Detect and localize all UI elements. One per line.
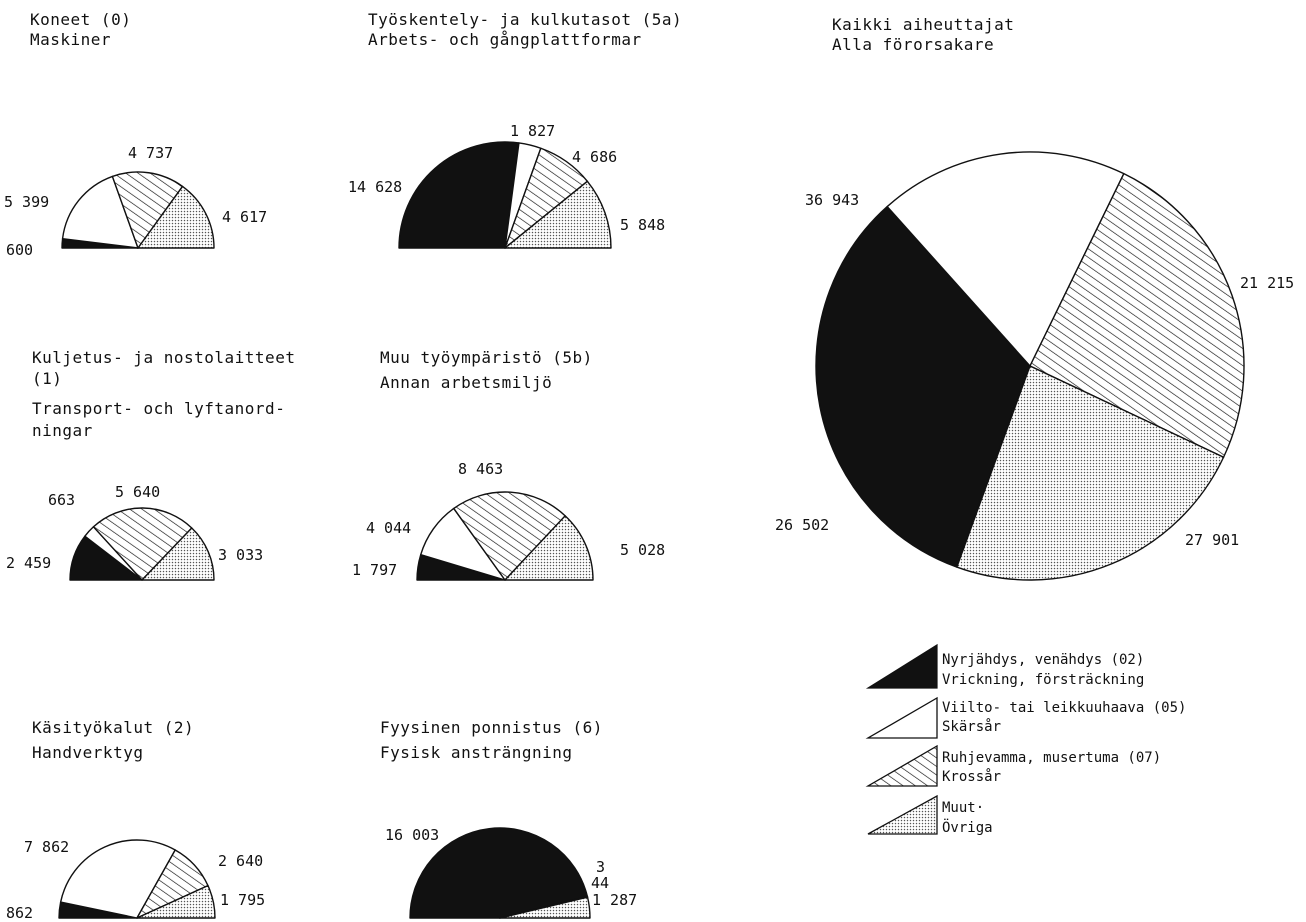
value-label-crush: 4 686 — [572, 148, 617, 166]
chart-title-line: Transport- och lyftanord- — [32, 399, 285, 418]
chart-title-line: Käsityökalut (2) — [32, 718, 194, 737]
value-label-other: 1 287 — [592, 891, 637, 909]
chart-kasityokalut-title: Käsityökalut (2) Handverktyg — [32, 718, 194, 762]
legend-line: Skärsår — [942, 718, 1001, 735]
legend-item-sprain: Nyrjähdys, venähdys (02) Vrickning, förs… — [865, 643, 1144, 689]
value-label-crush: 5 640 — [115, 483, 160, 501]
value-label-other: 4 617 — [222, 208, 267, 226]
chart-koneet-value-labels: 600 5 399 4 737 4 617 — [4, 144, 267, 259]
value-label-crush: 4 737 — [128, 144, 173, 162]
value-label-cut: 3 — [596, 858, 605, 876]
chart-2-slice-cut — [886, 151, 1125, 367]
legend-line: Nyrjähdys, venähdys (02) — [942, 652, 1144, 668]
value-label-cut: 4 044 — [366, 519, 411, 537]
chart-koneet-title: Koneet (0) Maskiner — [30, 10, 131, 49]
value-label-cut: 21 215 — [1240, 274, 1294, 292]
value-label-cut: 7 862 — [24, 838, 69, 856]
value-label-crush: 27 901 — [1185, 531, 1239, 549]
pie-slices-layer — [58, 141, 1245, 919]
value-label-other: 3 033 — [218, 546, 263, 564]
chart-kaikki-title: Kaikki aiheuttajat Alla förorsakare — [832, 15, 1014, 54]
value-label-crush: 8 463 — [458, 460, 503, 478]
chart-1-slice-other — [504, 180, 612, 249]
chart-2-slice-crush — [1029, 172, 1245, 458]
legend-line: Ruhjevamma, musertuma (07) — [942, 750, 1161, 766]
chart-tyoskentely-value-labels: 14 628 1 827 4 686 5 848 — [348, 122, 665, 234]
chart-title-line: Annan arbetsmiljö — [380, 373, 552, 392]
chart-title-line: Kaikki aiheuttajat — [832, 15, 1014, 34]
chart-title-line: Fyysinen ponnistus (6) — [380, 718, 603, 737]
value-label-sprain: 862 — [6, 904, 33, 922]
legend-line: Viilto- tai leikkuuhaava (05) — [942, 700, 1186, 716]
chart-fyysinen-title: Fyysinen ponnistus (6) Fysisk ansträngni… — [380, 718, 603, 762]
legend-swatch-black — [865, 643, 938, 689]
chart-4-slice-crush — [453, 491, 566, 581]
chart-2-slice-other — [956, 365, 1225, 581]
chart-2-slice-sprain — [815, 205, 1031, 568]
legend-line: Krossår — [942, 768, 1001, 785]
chart-5-slice-cut — [59, 839, 176, 919]
legend-item-crush: Ruhjevamma, musertuma (07) Krossår — [865, 744, 1161, 787]
chart-6-slice-sprain — [409, 827, 589, 919]
value-label-other: 1 795 — [220, 891, 265, 909]
value-label-sprain: 36 943 — [805, 191, 859, 209]
chart-title-line: Koneet (0) — [30, 10, 131, 29]
chart-kasityokalut-value-labels: 862 7 862 2 640 1 795 — [6, 838, 265, 922]
legend-line: Vrickning, försträckning — [942, 672, 1144, 688]
chart-title-line: Alla förorsakare — [832, 35, 994, 54]
chart-title-line: Työskentely- ja kulkutasot (5a) — [368, 10, 682, 29]
legend-item-other: Muut· Övriga — [867, 794, 993, 836]
chart-1-slice-sprain — [398, 141, 520, 249]
chart-0-slice-other — [137, 185, 215, 249]
legend-item-cut: Viilto- tai leikkuuhaava (05) Skärsår — [865, 696, 1186, 739]
value-label-other: 26 502 — [775, 516, 829, 534]
legend-line: Övriga — [942, 818, 993, 836]
legend-swatch-white — [865, 696, 938, 739]
chart-3-slice-crush — [92, 507, 193, 581]
chart-muu-title: Muu työympäristö (5b) Annan arbetsmiljö — [380, 348, 593, 392]
legend: Nyrjähdys, venähdys (02) Vrickning, förs… — [865, 643, 1186, 836]
chart-title-line: Handverktyg — [32, 743, 143, 762]
chart-kaikki-value-labels: 36 943 21 215 27 901 26 502 — [775, 191, 1294, 549]
chart-3-slice-other — [141, 527, 215, 581]
chart-title-line: Muu työympäristö (5b) — [380, 348, 593, 367]
value-label-cut: 1 827 — [510, 122, 555, 140]
chart-title-line: Arbets- och gångplattformar — [368, 30, 642, 49]
legend-swatch-hatch — [865, 744, 938, 787]
chart-title-line: Kuljetus- ja nostolaitteet — [32, 348, 295, 367]
legend-line: Muut· — [942, 800, 984, 816]
chart-muu-value-labels: 1 797 4 044 8 463 5 028 — [352, 460, 665, 579]
chart-fyysinen-value-labels: 16 003 3 44 1 287 — [385, 826, 637, 909]
value-label-cut: 5 399 — [4, 193, 49, 211]
value-label-other: 5 848 — [620, 216, 665, 234]
value-label-crush: 2 640 — [218, 852, 263, 870]
value-label-sprain: 1 797 — [352, 561, 397, 579]
chart-5-slice-other — [136, 884, 216, 919]
value-label-sprain: 16 003 — [385, 826, 439, 844]
chart-4-slice-other — [504, 515, 594, 581]
legend-swatch-dots — [867, 794, 938, 835]
chart-kuljetus-title: Kuljetus- ja nostolaitteet (1) Transport… — [32, 348, 295, 440]
chart-tyoskentely-title: Työskentely- ja kulkutasot (5a) Arbets- … — [368, 10, 682, 49]
chart-title-line: Fysisk ansträngning — [380, 743, 573, 762]
value-label-sprain: 600 — [6, 241, 33, 259]
chart-0-slice-cut — [61, 175, 139, 249]
chart-title-line: Maskiner — [30, 30, 111, 49]
chart-6-slice-other — [499, 896, 591, 919]
value-label-sprain: 2 459 — [6, 554, 51, 572]
value-label-cut: 663 — [48, 491, 75, 509]
chart-title-line: ningar — [32, 421, 93, 440]
chart-title-line: (1) — [32, 369, 62, 388]
value-label-other: 5 028 — [620, 541, 665, 559]
chart-0-slice-crush — [111, 171, 184, 249]
value-label-sprain: 14 628 — [348, 178, 402, 196]
value-label-crush: 44 — [591, 874, 609, 892]
chart-kuljetus-value-labels: 2 459 663 5 640 3 033 — [6, 483, 263, 572]
